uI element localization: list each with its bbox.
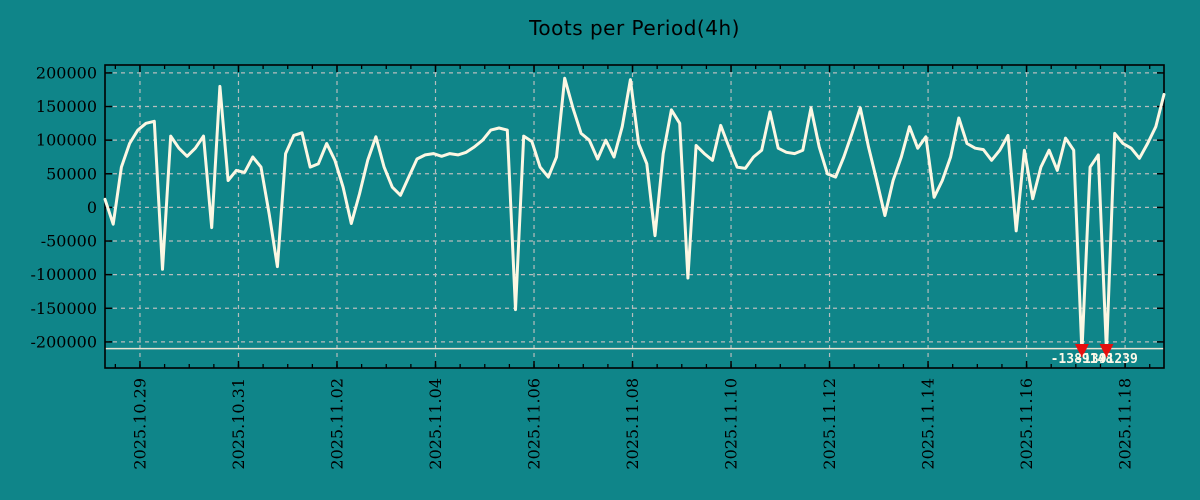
x-tick-label: 2025.11.04 — [426, 378, 445, 470]
x-tick-label-group: 2025.11.18 — [1116, 378, 1135, 470]
annotation-label: -1389148 — [1051, 352, 1114, 367]
x-tick-label-group: 2025.11.02 — [327, 378, 346, 470]
x-tick-label: 2025.11.06 — [525, 378, 544, 470]
x-tick-label: 2025.11.16 — [1017, 378, 1036, 470]
plot-border — [104, 64, 1165, 369]
x-tick-label-group: 2025.11.14 — [919, 378, 938, 470]
x-tick-label-group: 2025.11.16 — [1017, 378, 1036, 470]
x-tick-label-group: 2025.11.10 — [722, 378, 741, 470]
annotation-label: -1391239 — [1075, 352, 1138, 367]
x-tick-label: 2025.10.29 — [130, 378, 149, 470]
x-tick-label: 2025.11.18 — [1116, 378, 1135, 470]
y-tick-label: -50000 — [41, 232, 97, 251]
x-tick-label-group: 2025.11.08 — [623, 378, 642, 470]
min-marker-arrow-icon — [1099, 344, 1114, 358]
x-tick-label: 2025.11.12 — [820, 378, 839, 470]
x-tick-label: 2025.11.08 — [623, 378, 642, 470]
y-tick-label: 200000 — [36, 63, 97, 82]
y-tick-label: 0 — [87, 198, 97, 217]
x-tick-label: 2025.11.10 — [722, 378, 741, 470]
x-tick-label-group: 2025.10.29 — [130, 378, 149, 470]
x-tick-label: 2025.11.14 — [919, 378, 938, 470]
x-tick-label-group: 2025.11.04 — [426, 378, 445, 470]
y-tick-label: -150000 — [31, 299, 97, 318]
x-tick-label: 2025.11.02 — [327, 378, 346, 470]
x-tick-label-group: 2025.10.31 — [229, 378, 248, 470]
data-line — [103, 76, 1166, 354]
y-tick-label: 150000 — [36, 97, 97, 116]
y-tick-label: -100000 — [31, 265, 97, 284]
chart-title: Toots per Period(4h) — [529, 16, 740, 40]
y-tick-label: 50000 — [46, 164, 97, 183]
y-tick-label: -200000 — [31, 332, 97, 351]
min-marker-arrow-icon — [1074, 344, 1089, 358]
x-tick-label-group: 2025.11.06 — [525, 378, 544, 470]
x-tick-label-group: 2025.11.12 — [820, 378, 839, 470]
x-tick-label: 2025.10.31 — [229, 378, 248, 470]
y-tick-label: 100000 — [36, 131, 97, 150]
